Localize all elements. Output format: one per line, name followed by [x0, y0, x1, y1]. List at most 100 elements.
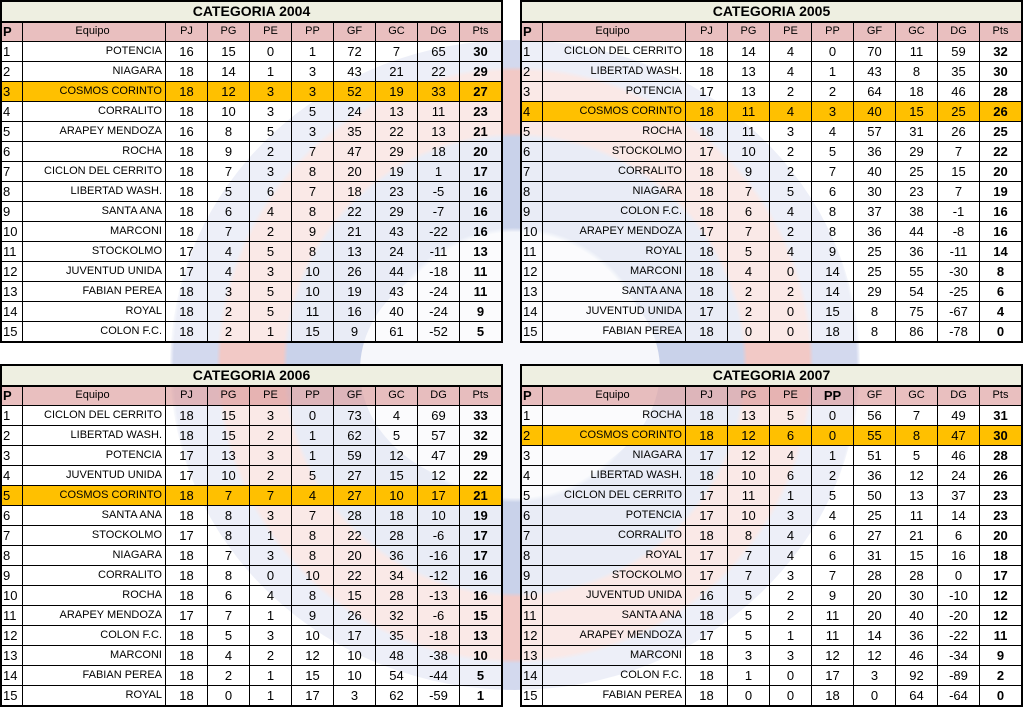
- cell-team: SANTA ANA: [543, 606, 686, 625]
- cell-played: 18: [686, 202, 728, 221]
- cell-lost: 5: [292, 466, 334, 485]
- cell-drawn: 1: [770, 486, 812, 505]
- cell-won: 7: [728, 566, 770, 585]
- column-header-won: PG: [728, 387, 770, 405]
- column-header-points: Pts: [980, 23, 1021, 41]
- cell-lost: 0: [812, 426, 854, 445]
- table-row: 6 ROCHA 18 9 2 7 47 29 18 20: [2, 142, 501, 162]
- cell-goals-for: 35: [334, 122, 376, 141]
- cell-points: 21: [460, 486, 501, 505]
- cell-drawn: 1: [250, 606, 292, 625]
- table-row: 2 NIAGARA 18 14 1 3 43 21 22 29: [2, 62, 501, 82]
- cell-goals-for: 14: [854, 626, 896, 645]
- cell-team: CICLON DEL CERRITO: [23, 162, 166, 181]
- table-row: 13 FABIAN PEREA 18 3 5 10 19 43 -24 11: [2, 282, 501, 302]
- table-row: 4 JUVENTUD UNIDA 17 10 2 5 27 15 12 22: [2, 466, 501, 486]
- header-row: P Equipo PJ PG PE PP GF GC DG Pts: [2, 23, 501, 42]
- cell-position: 13: [522, 282, 543, 301]
- cell-goals-for: 15: [334, 586, 376, 605]
- cell-team: ARAPEY MENDOZA: [23, 606, 166, 625]
- cell-goals-for: 21: [334, 222, 376, 241]
- cell-lost: 10: [292, 566, 334, 585]
- cell-drawn: 4: [770, 526, 812, 545]
- cell-played: 18: [166, 302, 208, 321]
- table-row: 2 LIBERTAD WASH. 18 13 4 1 43 8 35 30: [522, 62, 1021, 82]
- cell-won: 5: [728, 586, 770, 605]
- cell-goals-for: 25: [854, 506, 896, 525]
- cell-goals-for: 20: [334, 162, 376, 181]
- cell-position: 5: [522, 486, 543, 505]
- cell-drawn: 5: [250, 122, 292, 141]
- cell-drawn: 0: [250, 566, 292, 585]
- cell-position: 1: [2, 42, 23, 61]
- cell-won: 12: [728, 426, 770, 445]
- cell-points: 0: [980, 686, 1021, 705]
- cell-points: 30: [460, 42, 501, 61]
- cell-played: 17: [166, 242, 208, 261]
- cell-team: COLON F.C.: [23, 322, 166, 341]
- cell-team: ROCHA: [543, 122, 686, 141]
- table-row: 15 FABIAN PEREA 18 0 0 18 8 86 -78 0: [522, 322, 1021, 341]
- cell-position: 2: [2, 426, 23, 445]
- cell-goals-against: 12: [376, 446, 418, 465]
- cell-team: CORRALITO: [543, 526, 686, 545]
- cell-goals-for: 72: [334, 42, 376, 61]
- cell-drawn: 0: [770, 686, 812, 705]
- cell-won: 13: [728, 82, 770, 101]
- cell-goals-for: 52: [334, 82, 376, 101]
- cell-goal-diff: 6: [938, 526, 980, 545]
- cell-goals-against: 44: [376, 262, 418, 281]
- cell-played: 17: [686, 302, 728, 321]
- cell-goal-diff: -34: [938, 646, 980, 665]
- cell-won: 10: [728, 466, 770, 485]
- cell-lost: 0: [812, 42, 854, 61]
- cell-played: 16: [166, 122, 208, 141]
- cell-drawn: 4: [250, 202, 292, 221]
- cell-goals-for: 30: [854, 182, 896, 201]
- cell-goals-for: 20: [854, 606, 896, 625]
- cell-played: 17: [166, 526, 208, 545]
- cell-won: 11: [728, 486, 770, 505]
- cell-position: 4: [2, 102, 23, 121]
- cell-goals-against: 54: [896, 282, 938, 301]
- cell-team: SANTA ANA: [23, 202, 166, 221]
- cell-points: 19: [460, 506, 501, 525]
- table-row: 10 ARAPEY MENDOZA 17 7 2 8 36 44 -8 16: [522, 222, 1021, 242]
- table-row: 11 ROYAL 18 5 4 9 25 36 -11 14: [522, 242, 1021, 262]
- cell-goal-diff: -24: [418, 302, 460, 321]
- cell-goal-diff: -25: [938, 282, 980, 301]
- cell-goals-against: 38: [896, 202, 938, 221]
- cell-team: CORRALITO: [23, 102, 166, 121]
- column-header-played: PJ: [686, 387, 728, 405]
- cell-won: 15: [208, 42, 250, 61]
- cell-goals-for: 0: [854, 686, 896, 705]
- table-row-highlighted: 4 COSMOS CORINTO 18 11 4 3 40 15 25 26: [522, 102, 1021, 122]
- cell-goals-for: 25: [854, 242, 896, 261]
- header-row: P Equipo PJ PG PE PP GF GC DG Pts: [522, 387, 1021, 406]
- cell-goals-for: 62: [334, 426, 376, 445]
- table-row: 15 FABIAN PEREA 18 0 0 18 0 64 -64 0: [522, 686, 1021, 705]
- cell-goal-diff: 57: [418, 426, 460, 445]
- cell-position: 12: [522, 262, 543, 281]
- cell-goals-against: 8: [896, 426, 938, 445]
- cell-goals-for: 57: [854, 122, 896, 141]
- cell-team: NIAGARA: [543, 446, 686, 465]
- cell-played: 17: [686, 222, 728, 241]
- cell-lost: 11: [812, 606, 854, 625]
- cell-played: 17: [166, 262, 208, 281]
- cell-goal-diff: 47: [418, 446, 460, 465]
- cell-won: 14: [208, 62, 250, 81]
- cell-points: 15: [460, 606, 501, 625]
- table-row: 14 FABIAN PEREA 18 2 1 15 10 54 -44 5: [2, 666, 501, 686]
- cell-position: 8: [522, 182, 543, 201]
- cell-points: 11: [460, 262, 501, 281]
- cell-goals-against: 31: [896, 122, 938, 141]
- table-row: 12 ARAPEY MENDOZA 17 5 1 11 14 36 -22 11: [522, 626, 1021, 646]
- cell-played: 18: [686, 242, 728, 261]
- cell-team: SANTA ANA: [23, 506, 166, 525]
- column-header-points: Pts: [460, 23, 501, 41]
- table-row: 1 POTENCIA 16 15 0 1 72 7 65 30: [2, 42, 501, 62]
- table-row: 14 JUVENTUD UNIDA 17 2 0 15 8 75 -67 4: [522, 302, 1021, 322]
- cell-goals-against: 7: [376, 42, 418, 61]
- cell-goals-for: 37: [854, 202, 896, 221]
